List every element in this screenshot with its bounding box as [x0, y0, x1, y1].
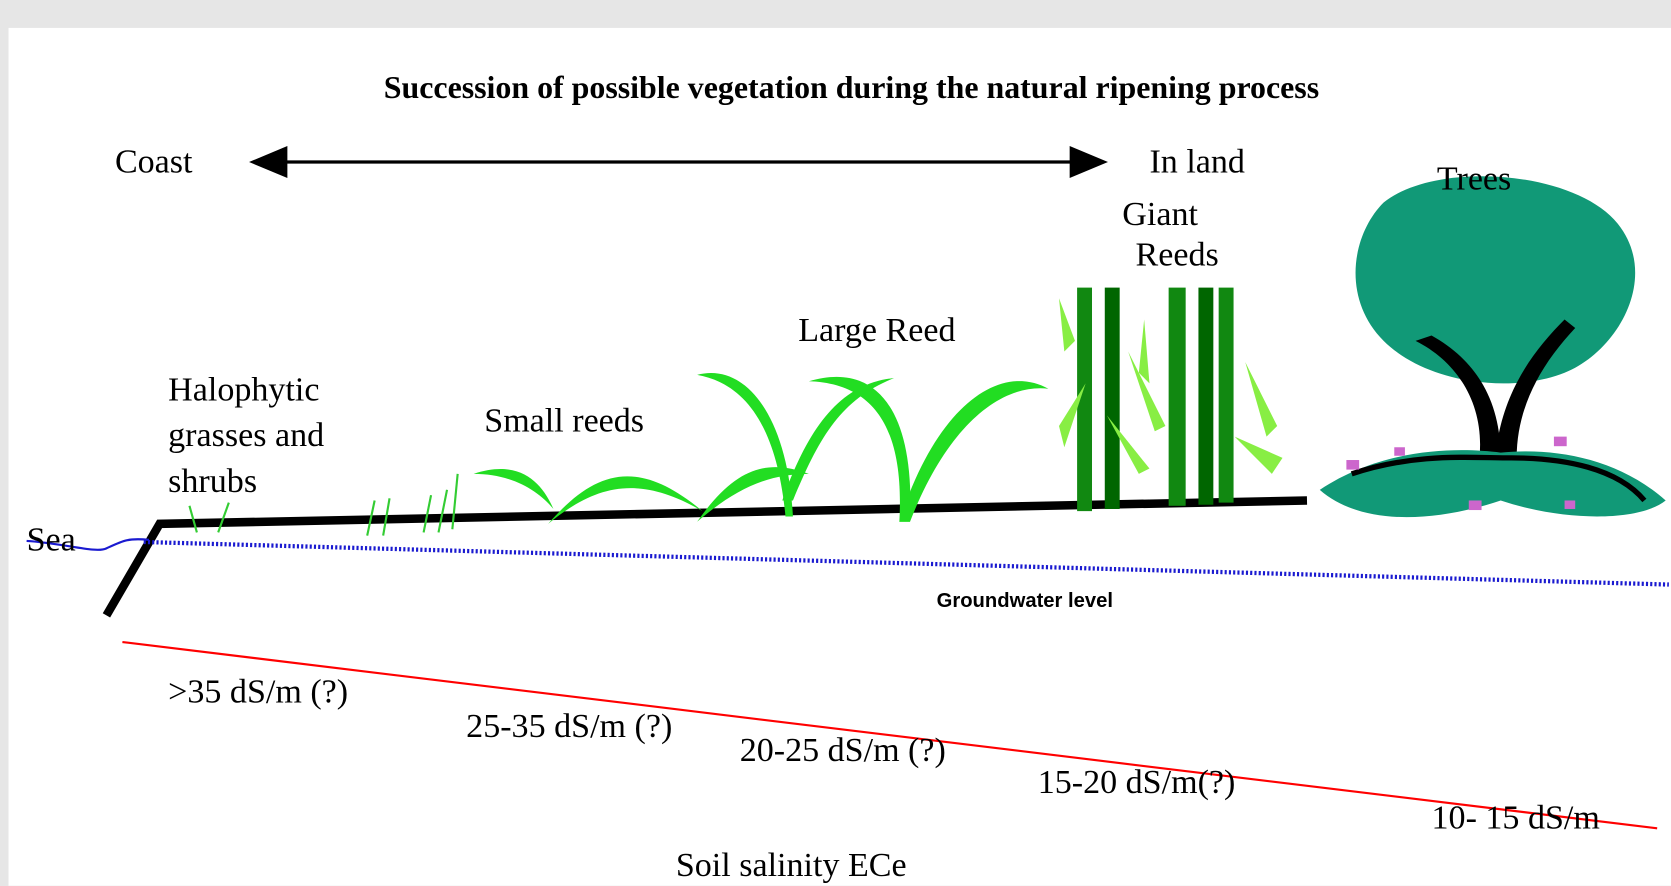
salinity-label: 10- 15 dS/m — [1432, 799, 1600, 836]
grasses — [188, 473, 459, 536]
giant-reeds — [1059, 287, 1283, 512]
salinity-line — [122, 640, 1658, 830]
zone-label: Small reeds — [484, 402, 644, 439]
coast-label: Coast — [115, 144, 193, 181]
salinity-label: 15-20 dS/m(?) — [1038, 764, 1236, 801]
zone-label: Reeds — [1136, 236, 1219, 273]
zone-label: Giant — [1122, 196, 1198, 233]
title: Succession of possible vegetation during… — [384, 70, 1319, 105]
zone-label: Large Reed — [798, 312, 955, 349]
salinity-label: >35 dS/m (?) — [168, 674, 348, 711]
zone-label: Trees — [1437, 161, 1511, 198]
groundwater-label: Groundwater level — [937, 590, 1113, 612]
sea-line — [26, 538, 150, 551]
zone-label: shrubs — [168, 463, 257, 500]
zone-label: Halophytic — [168, 371, 319, 408]
axis-label: Soil salinity ECe — [676, 847, 907, 884]
salinity-label: 20-25 dS/m (?) — [740, 732, 946, 769]
inland-label: In land — [1149, 144, 1245, 181]
reeds — [473, 373, 1049, 524]
groundwater-line — [143, 539, 1669, 587]
tree — [1319, 176, 1666, 518]
ground-line — [102, 496, 1308, 618]
zone-label: grasses and — [168, 417, 324, 454]
sea-label: Sea — [27, 521, 76, 558]
salinity-label: 25-35 dS/m (?) — [466, 708, 672, 745]
